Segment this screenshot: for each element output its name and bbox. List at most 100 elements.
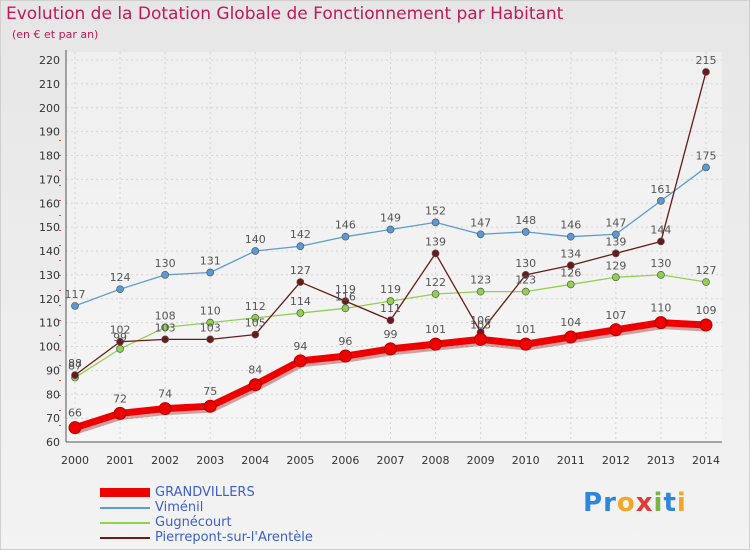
data-label: 146 — [560, 219, 581, 232]
data-label: 119 — [380, 283, 401, 296]
data-label: 114 — [290, 295, 311, 308]
logo-letter: i — [653, 488, 664, 518]
logo-letter: i — [676, 488, 687, 518]
y-tick-label: 140 — [39, 245, 60, 258]
data-label: 140 — [245, 233, 266, 246]
legend-swatch — [100, 488, 150, 497]
data-point — [431, 249, 440, 258]
data-label: 152 — [425, 204, 446, 217]
x-tick-label: 2006 — [331, 454, 359, 467]
data-point — [657, 197, 665, 205]
data-label: 105 — [245, 317, 266, 330]
data-label: 131 — [200, 254, 221, 267]
data-point — [116, 337, 124, 346]
data-label: 215 — [695, 54, 716, 67]
legend-item-gugnecourt: Gugnécourt — [100, 515, 313, 530]
x-tick-label: 2005 — [286, 454, 314, 467]
data-point — [521, 228, 530, 236]
x-tick-label: 2007 — [376, 454, 404, 467]
legend-label: Viménil — [155, 500, 204, 515]
data-point — [609, 323, 623, 337]
legend-swatch — [100, 536, 150, 539]
data-label: 103 — [200, 321, 221, 334]
data-point — [476, 287, 485, 296]
y-tick-label: 220 — [39, 54, 60, 67]
data-point — [251, 330, 260, 339]
data-point — [71, 371, 79, 379]
data-point — [206, 268, 215, 277]
data-point — [116, 285, 124, 294]
data-point — [699, 318, 713, 332]
legend-label: GRANDVILLERS — [155, 485, 255, 500]
data-point — [386, 297, 395, 305]
logo-letter: P — [583, 488, 604, 518]
legend-item-grandvillers: GRANDVILLERS — [100, 485, 313, 500]
y-tick-label: 80 — [46, 388, 60, 401]
data-point — [341, 304, 350, 313]
data-point — [341, 297, 350, 305]
data-label: 101 — [515, 323, 536, 336]
data-label: 103 — [155, 321, 176, 334]
data-point — [116, 345, 124, 353]
y-tick-label: 160 — [39, 197, 60, 210]
data-point — [386, 316, 395, 325]
data-point — [341, 232, 350, 241]
data-point — [564, 330, 578, 344]
data-point — [431, 218, 440, 227]
data-label: 119 — [335, 283, 356, 296]
data-point — [296, 242, 305, 251]
y-tick-label: 200 — [39, 102, 60, 115]
data-point — [702, 68, 710, 76]
data-point — [386, 225, 395, 234]
x-tick-label: 2014 — [692, 454, 720, 467]
data-point — [206, 318, 215, 327]
data-point — [702, 163, 710, 172]
data-point — [702, 278, 710, 286]
data-label: 144 — [650, 223, 671, 236]
data-label: 104 — [560, 316, 581, 329]
data-label: 112 — [245, 300, 266, 313]
data-label: 99 — [113, 331, 127, 344]
y-tick-label: 190 — [39, 126, 60, 139]
data-point — [611, 230, 620, 239]
data-label: 117 — [65, 288, 86, 301]
y-tick-label: 180 — [39, 150, 60, 163]
x-tick-label: 2012 — [602, 454, 630, 467]
data-point — [251, 314, 260, 322]
data-label: 110 — [200, 305, 221, 318]
plot-area — [66, 52, 722, 442]
data-label: 127 — [695, 264, 716, 277]
x-tick-label: 2003 — [196, 454, 224, 467]
data-label: 146 — [335, 219, 356, 232]
data-label: 139 — [605, 235, 626, 248]
chart-subtitle: (en € et par an) — [12, 28, 99, 41]
x-tick-label: 2004 — [241, 454, 269, 467]
data-label: 103 — [470, 318, 491, 331]
data-point — [611, 273, 620, 282]
data-point — [654, 316, 668, 330]
data-point — [657, 237, 665, 246]
data-label: 122 — [425, 276, 446, 289]
data-label: 107 — [605, 309, 626, 322]
y-tick-label: 170 — [39, 173, 60, 186]
data-label: 149 — [380, 212, 401, 225]
legend-item-pierrepont: Pierrepont-sur-l'Arentèle — [100, 530, 313, 545]
data-label: 139 — [425, 235, 446, 248]
legend-swatch — [100, 521, 150, 524]
data-label: 96 — [338, 335, 352, 348]
x-tick-label: 2011 — [557, 454, 585, 467]
data-label: 111 — [380, 302, 401, 315]
data-label: 147 — [470, 216, 491, 229]
data-label: 101 — [425, 323, 446, 336]
data-point — [203, 399, 217, 413]
y-tick-label: 100 — [39, 341, 60, 354]
data-label: 126 — [560, 266, 581, 279]
y-tick-label: 130 — [39, 269, 60, 282]
data-label: 109 — [695, 304, 716, 317]
data-label: 129 — [605, 259, 626, 272]
x-tick-label: 2010 — [512, 454, 540, 467]
data-label: 74 — [158, 388, 172, 401]
data-point — [474, 332, 488, 346]
data-point — [521, 287, 530, 296]
